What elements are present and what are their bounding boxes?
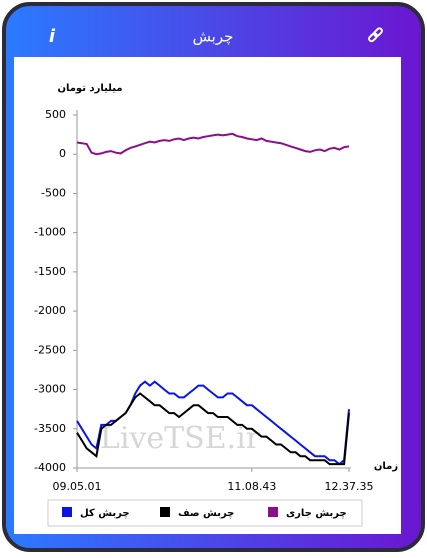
y-axis-label: میلیارد تومان	[57, 83, 122, 94]
y-tick-label: -3000	[34, 383, 66, 396]
x-tick-label: 11.08.43	[227, 480, 276, 493]
legend-label: چربش جاری	[286, 508, 347, 519]
legend-swatch	[160, 507, 170, 517]
series-line	[76, 132, 350, 156]
series-line	[76, 392, 350, 466]
x-tick-label: 09.05.01	[53, 480, 102, 493]
y-tick-label: -2500	[34, 343, 66, 356]
y-tick-label: -3500	[34, 422, 66, 435]
card	[14, 57, 401, 534]
y-tick-label: 500	[45, 108, 66, 121]
y-tick-label: -1000	[34, 226, 66, 239]
y-tick-label: 0	[59, 147, 66, 160]
x-axis-label: زمان	[374, 461, 398, 472]
legend-swatch	[268, 507, 278, 517]
watermark: LiveTSE.ir	[100, 421, 261, 456]
y-tick-label: -500	[41, 186, 66, 199]
y-tick-label: -2000	[34, 304, 66, 317]
title: چربش	[193, 28, 234, 46]
y-tick-label: -1500	[34, 265, 66, 278]
legend-label: چربش کل	[80, 508, 130, 519]
link-button[interactable]	[368, 27, 383, 43]
info-button[interactable]: i	[49, 26, 56, 47]
x-tick-label: 12.37.35	[325, 480, 374, 493]
legend-label: چربش صف	[178, 508, 234, 519]
legend-box	[47, 499, 363, 527]
legend-swatch	[62, 507, 72, 517]
y-tick-label: -4000	[34, 461, 66, 474]
